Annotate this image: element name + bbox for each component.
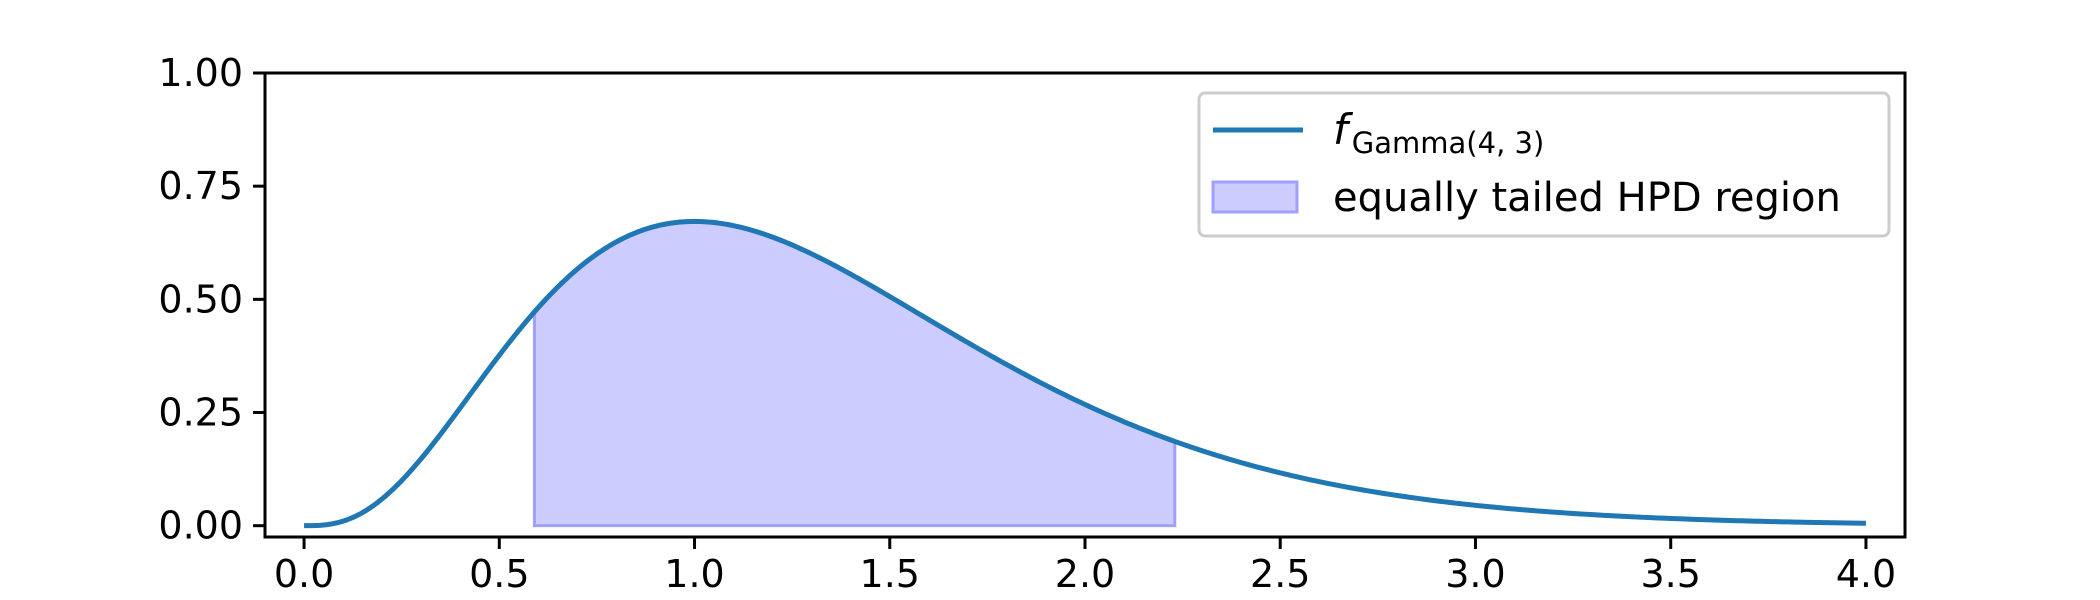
plot-area [304,218,1866,529]
hpd-region-area [532,219,1177,528]
legend-box [1197,91,1891,238]
gamma-density-line [304,218,1866,529]
y-tick-label: 0.00 [158,504,243,548]
x-tick-label: 3.0 [1445,552,1505,596]
x-tick-label: 2.5 [1250,552,1310,596]
legend-area-swatch [1211,180,1299,214]
y-tick-label: 0.50 [158,277,243,321]
y-tick-label: 0.75 [158,164,243,208]
x-tick-label: 1.5 [860,552,920,596]
y-tick-label: 0.25 [158,391,243,435]
legend-label-gamma-subscript: Gamma(4, 3) [1352,126,1544,160]
x-tick-label: 0.0 [274,552,334,596]
x-tick-label: 2.0 [1055,552,1115,596]
axes: 0.0 0.5 1.0 1.5 2.0 2.5 3.0 3.5 4.0 0.00 0.25 0.50 0… [158,51,1907,596]
legend: f Gamma(4, 3)equally tailed HPD region [1197,91,1891,238]
y-tick-label: 1.00 [158,51,243,95]
x-tick-label: 1.0 [664,552,724,596]
x-tick-label: 0.5 [469,552,529,596]
x-tick-label: 4.0 [1836,552,1896,596]
legend-label-hpd: equally tailed HPD region [1333,175,1841,221]
x-tick-label: 3.5 [1640,552,1700,596]
